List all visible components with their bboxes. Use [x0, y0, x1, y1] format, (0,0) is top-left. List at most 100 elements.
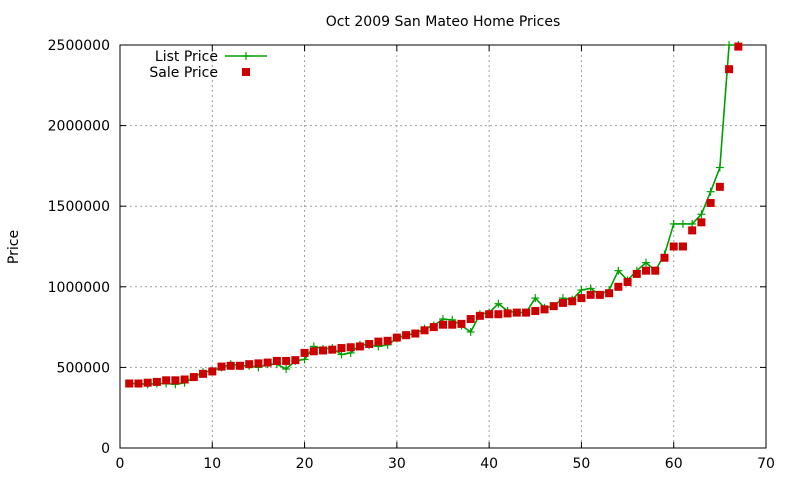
sale-price-point [734, 42, 743, 51]
sale-price-point [632, 269, 641, 278]
x-tick-label: 0 [116, 456, 125, 472]
y-tick-label: 1000000 [48, 280, 110, 296]
sale-price-point [226, 361, 235, 370]
list-price-point [678, 219, 687, 228]
x-tick-label: 30 [388, 456, 406, 472]
sale-price-point [355, 342, 364, 351]
sale-price-point [577, 294, 586, 303]
sale-price-point [235, 361, 244, 370]
sale-price-point [346, 343, 355, 352]
sale-price-point [134, 379, 143, 388]
list-price-point [715, 163, 724, 172]
sale-price-point [697, 218, 706, 227]
y-tick-label: 0 [101, 441, 110, 457]
list-price-point [725, 41, 734, 49]
sale-price-point [642, 266, 651, 275]
sale-price-point [503, 309, 512, 318]
list-price-point [642, 258, 651, 267]
sale-price-point [715, 182, 724, 191]
sale-price-point [522, 308, 531, 317]
sale-price-point [669, 242, 678, 251]
sale-price-point [217, 362, 226, 371]
sale-price-point [254, 359, 263, 368]
sale-price-point [651, 266, 660, 275]
sale-price-point [725, 65, 734, 74]
sale-price-point [448, 320, 457, 329]
x-tick-label: 20 [296, 456, 314, 472]
sale-price-legend-marker [242, 68, 250, 76]
sale-price-point [475, 311, 484, 320]
list-price-point [706, 187, 715, 196]
sale-price-point [494, 310, 503, 319]
sale-price-point [429, 323, 438, 332]
sale-price-point [162, 376, 171, 385]
sale-price-point [706, 198, 715, 207]
list-price-point [466, 327, 475, 336]
sale-price-point [365, 340, 374, 349]
sale-price-point [319, 346, 328, 355]
sale-price-point [466, 315, 475, 324]
axis-ticks: 0 10 20 30 40 50 60 70 0 500000 1000000 1500000 2000… [48, 38, 775, 472]
x-tick-label: 10 [203, 456, 221, 472]
sale-price-point [328, 345, 337, 354]
sale-price-point [337, 344, 346, 353]
sale-price-point [614, 282, 623, 291]
sale-price-point [457, 319, 466, 328]
sale-price-point [374, 337, 383, 346]
sale-price-point [549, 302, 558, 311]
sale-price-point [143, 378, 152, 387]
x-tick-label: 60 [665, 456, 683, 472]
sale-price-point [272, 356, 281, 365]
sale-price-point [568, 297, 577, 306]
sale-price-point [171, 376, 180, 385]
sale-price-point [189, 373, 198, 382]
x-tick-label: 40 [480, 456, 498, 472]
sale-price-point [540, 305, 549, 314]
sale-price-legend-label: Sale Price [149, 65, 218, 81]
y-tick-label: 1500000 [48, 199, 110, 215]
list-price-point [282, 365, 291, 374]
list-price-point [614, 266, 623, 275]
sale-price-point [392, 333, 401, 342]
y-tick-label: 500000 [57, 360, 110, 376]
sale-price-series [125, 42, 743, 388]
list-price-series [125, 41, 743, 389]
sale-price-point [402, 331, 411, 340]
list-price-point [494, 299, 503, 308]
sale-price-point [411, 329, 420, 338]
sale-price-point [485, 310, 494, 319]
list-price-point [669, 219, 678, 228]
sale-price-point [282, 356, 291, 365]
sale-price-point [291, 356, 300, 365]
plot-frame [119, 44, 767, 449]
sale-price-point [623, 277, 632, 286]
sale-price-point [586, 290, 595, 299]
sale-price-point [678, 242, 687, 251]
sale-price-point [420, 326, 429, 335]
chart-title: Oct 2009 San Mateo Home Prices [326, 14, 561, 30]
list-price-point [531, 294, 540, 303]
sale-price-point [605, 289, 614, 298]
sale-price-point [245, 360, 254, 369]
sale-price-point [558, 298, 567, 307]
y-axis-label: Price [6, 230, 22, 264]
sale-price-point [531, 306, 540, 315]
sale-price-point [263, 358, 272, 367]
list-price-line [129, 44, 739, 386]
list-price-legend-label: List Price [155, 49, 218, 65]
grid [120, 45, 766, 448]
sale-price-point [688, 226, 697, 235]
sale-price-point [125, 379, 134, 388]
sale-price-point [180, 375, 189, 384]
list-price-point [697, 210, 706, 219]
sale-price-point [208, 367, 217, 376]
series-layer [125, 41, 743, 389]
y-tick-label: 2000000 [48, 119, 110, 135]
sale-price-point [300, 348, 309, 357]
sale-price-point [152, 377, 161, 386]
x-tick-label: 70 [757, 456, 775, 472]
x-tick-label: 50 [573, 456, 591, 472]
sale-price-point [383, 336, 392, 345]
list-price-point [577, 286, 586, 295]
sale-price-point [512, 308, 521, 317]
